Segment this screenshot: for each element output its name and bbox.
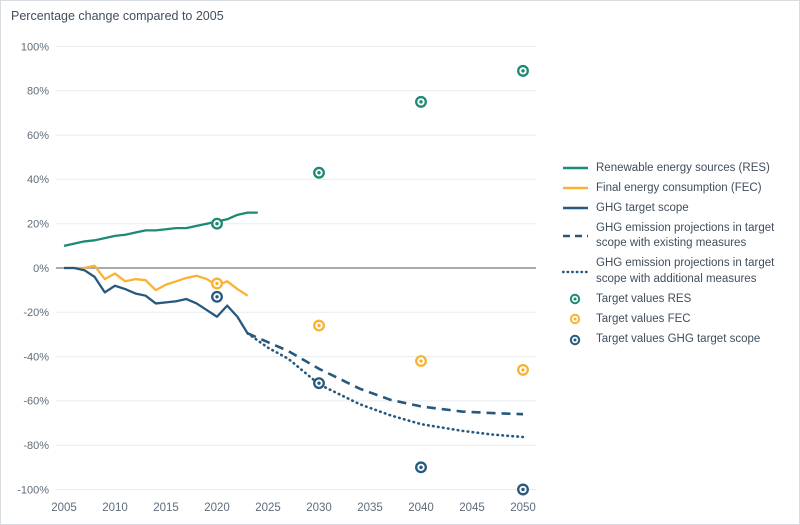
legend-item-final-energy-consumption-fec[interactable]: Final energy consumption (FEC)	[562, 178, 798, 198]
y-tick-label: 100%	[21, 41, 49, 53]
legend: Renewable energy sources (RES) Final ener…	[562, 158, 798, 350]
legend-label: Target values RES	[596, 292, 692, 305]
legend-item-ghg-emission-projections-in-target-scope-w[interactable]: GHG emission projections in target scope…	[562, 254, 798, 289]
target-marker-target-values-fec	[517, 363, 529, 376]
series-line-ghg-emission-projections-in-target-scope-w	[247, 332, 524, 416]
x-tick-label: 2030	[306, 502, 332, 514]
x-tick-label: 2035	[357, 502, 383, 514]
legend-label: Target values GHG target scope	[596, 333, 761, 346]
target-marker-target-values-fec	[415, 355, 427, 367]
y-tick-label: -100%	[17, 484, 49, 496]
target-marker-target-values-res	[313, 166, 325, 179]
y-tick-label: 60%	[27, 130, 49, 142]
y-tick-label: -40%	[23, 351, 49, 363]
x-tick-label: 2045	[459, 502, 485, 514]
legend-solid-line-icon	[563, 207, 588, 210]
target-marker-target-values-res	[517, 64, 529, 77]
legend-dashed-line-icon	[563, 234, 588, 238]
chart-title: Percentage change compared to 2005	[11, 9, 224, 23]
target-marker-target-values-fec	[313, 319, 325, 332]
y-tick-label: 20%	[27, 219, 49, 231]
legend-ring-marker-icon	[569, 314, 581, 325]
legend-ring-marker-icon	[569, 334, 581, 345]
series-line-ghg-target-scope	[64, 266, 249, 334]
y-tick-label: 80%	[27, 86, 49, 98]
target-marker-target-values-fec	[211, 277, 223, 290]
legend-solid-line-icon	[563, 166, 588, 170]
legend-ring-marker-icon	[569, 294, 581, 305]
legend-label: GHG emission projections in target scope…	[596, 257, 775, 285]
legend-solid-line-icon	[563, 187, 588, 190]
legend-label: Target values FEC	[596, 312, 691, 325]
target-marker-target-values-ghg-target-scope	[415, 461, 427, 474]
x-tick-label: 2050	[510, 502, 536, 514]
y-tick-label: 40%	[27, 174, 49, 186]
x-tick-label: 2005	[51, 502, 77, 514]
x-tick-label: 2015	[153, 502, 179, 514]
y-tick-label: -20%	[23, 307, 49, 319]
y-tick-label: -60%	[23, 396, 49, 408]
target-marker-target-values-res	[211, 217, 223, 230]
legend-label: GHG emission projections in target scope…	[596, 222, 775, 250]
series-line-renewable-energy-sources-res	[63, 211, 258, 247]
legend-item-target-values-res[interactable]: Target values RES	[562, 289, 798, 309]
x-tick-label: 2010	[102, 502, 128, 514]
x-tick-label: 2040	[408, 502, 434, 514]
legend-label: GHG target scope	[596, 201, 689, 214]
y-tick-label: 0%	[33, 263, 49, 275]
y-tick-label: -80%	[23, 440, 49, 452]
legend-item-target-values-fec[interactable]: Target values FEC	[562, 309, 798, 329]
legend-item-ghg-emission-projections-in-target-scope-w[interactable]: GHG emission projections in target scope…	[562, 219, 798, 254]
target-marker-target-values-ghg-target-scope	[313, 377, 325, 390]
legend-dotted-line-icon	[562, 270, 589, 273]
legend-item-target-values-ghg-target-scope[interactable]: Target values GHG target scope	[562, 330, 798, 350]
legend-label: Renewable energy sources (RES)	[596, 161, 770, 174]
legend-item-renewable-energy-sources-res[interactable]: Renewable energy sources (RES)	[562, 158, 798, 178]
target-marker-target-values-ghg-target-scope	[211, 290, 223, 303]
target-marker-target-values-ghg-target-scope	[517, 483, 529, 496]
x-tick-label: 2020	[204, 502, 230, 514]
x-tick-label: 2025	[255, 502, 281, 514]
series-line-ghg-emission-projections-in-target-scope-w	[246, 332, 525, 439]
target-marker-target-values-res	[415, 95, 427, 108]
legend-item-ghg-target-scope[interactable]: GHG target scope	[562, 198, 798, 218]
legend-label: Final energy consumption (FEC)	[596, 181, 762, 194]
